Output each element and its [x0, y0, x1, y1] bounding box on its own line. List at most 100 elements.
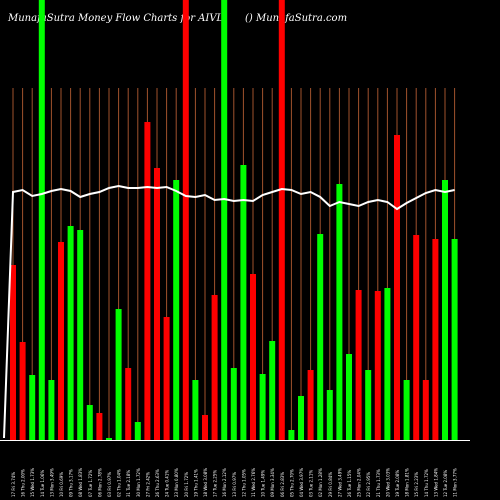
tick-label: 27 Fri 2.42% [145, 472, 150, 497]
tick-label: 26 Tue 1.15% [347, 470, 352, 497]
bar-fri-15-nov-2024 [413, 235, 420, 440]
bar-tue-07-jan-2025 [86, 405, 93, 440]
bar-thu-09-jan-2025 [67, 226, 74, 440]
tick-label: 19 Tue 2.08% [395, 470, 400, 497]
bar-mon-16-dec-2024 [221, 0, 228, 440]
bar-tue-26-nov-2024 [346, 354, 352, 440]
bar-fri-10-jan-2025 [58, 242, 64, 440]
bar-mon-11-nov-2024 [451, 239, 458, 440]
bar-tue-17-dec-2024 [211, 295, 218, 440]
bar-mon-25-nov-2024 [355, 290, 362, 440]
tick-label: 14 Thu 1.72% [424, 469, 429, 497]
bar-wed-20-nov-2024 [384, 288, 391, 440]
tick-label: 16 Mon 2.12% [222, 468, 227, 497]
bar-mon-13-jan-2025 [48, 380, 55, 440]
tick-label: 12 Thu 1.05% [241, 469, 246, 497]
tick-label: 06 Mon 2.78% [97, 468, 102, 497]
tick-label: 04 Wed 3.97% [299, 468, 304, 497]
tick-label: 13 Mon 3.49% [49, 468, 54, 497]
bar-tue-14-jan-2025 [38, 0, 45, 440]
tick-label: 15 Wed 1.73% [30, 468, 35, 497]
bar-thu-05-dec-2024 [288, 430, 295, 440]
bar-wed-15-jan-2025 [29, 375, 36, 440]
tick-label: 27 Wed 3.49% [337, 468, 342, 497]
tick-label: 25 Mon 2.04% [357, 468, 362, 497]
x-axis-tick-labels: 17 Fri 3.74% 16 Thu 2.00% 15 Wed 1.73% 14 T… [11, 468, 458, 497]
bar-tue-24-dec-2024 [163, 317, 170, 440]
bar-thu-14-nov-2024 [422, 380, 429, 440]
tick-label: 16 Thu 2.00% [21, 469, 26, 497]
tick-label: 22 Fri 2.95% [366, 472, 371, 497]
brand-watermark: () MunafaSutra.com [245, 13, 348, 24]
tick-label: 18 Wed 3.08% [203, 468, 208, 497]
bar-fri-13-dec-2024 [230, 368, 237, 440]
bar-mon-18-nov-2024 [403, 380, 410, 440]
tick-label: 14 Tue 1.06% [40, 470, 45, 497]
tick-label: 21 Thu 1.73% [376, 469, 381, 497]
tick-label: 17 Tue 2.25% [213, 470, 218, 497]
tick-label: 07 Tue 1.72% [88, 470, 93, 497]
bar-wed-11-dec-2024 [250, 274, 256, 440]
tick-label: 11 Wed 2.76% [251, 468, 256, 497]
bar-thu-16-jan-2025 [19, 342, 26, 440]
bar-wed-08-jan-2025 [77, 230, 84, 440]
bar-mon-02-dec-2024 [317, 234, 324, 440]
tick-label: 31 Tue 2.18% [126, 470, 131, 497]
bar-fri-29-nov-2024 [326, 390, 333, 440]
tick-label: 17 Fri 3.74% [11, 472, 16, 497]
tick-label: 05 Thu 2.70% [289, 469, 294, 497]
bar-thu-19-dec-2024 [192, 380, 199, 440]
tick-label: 30 Mon 1.72% [136, 468, 141, 497]
bar-mon-23-dec-2024 [173, 180, 180, 440]
tick-label: 03 Tue 2.11% [309, 470, 314, 497]
tick-label: 02 Thu 1.04% [117, 469, 122, 497]
tick-label: 03 Fri 0.97% [107, 472, 112, 497]
chart-title: MunafaSutra Money Flow Charts for AIVL [8, 13, 224, 24]
bar-mon-30-dec-2024 [134, 422, 141, 440]
tick-label: 02 Mon 1.28% [318, 468, 323, 497]
tick-label: 10 Tue 1.49% [261, 470, 266, 497]
bar-thu-21-nov-2024 [374, 291, 381, 440]
tick-label: 20 Wed 3.03% [385, 468, 390, 497]
bar-tue-19-nov-2024 [394, 135, 400, 440]
bar-wed-13-nov-2024 [432, 239, 439, 440]
tick-label: 18 Mon 1.81% [405, 468, 410, 497]
tick-label: 24 Tue 0.41% [165, 470, 170, 497]
bar-fri-22-nov-2024 [365, 370, 372, 440]
bar-thu-12-dec-2024 [240, 165, 247, 440]
tick-label: 12 Tue 2.08% [443, 470, 448, 497]
bar-wed-04-dec-2024 [298, 396, 304, 440]
tick-label: 20 Fri 1.72% [184, 472, 189, 497]
tick-label: 29 Fri 0.84% [328, 472, 333, 497]
tick-label: 09 Mon 3.34% [270, 468, 275, 497]
tick-label: 23 Mon 0.80% [174, 468, 179, 497]
money-flow-line [3, 184, 455, 439]
tick-label: 26 Thu 2.63% [155, 469, 160, 497]
bar-wed-27-nov-2024 [336, 184, 343, 440]
bar-fri-20-dec-2024 [182, 0, 189, 440]
bar-thu-26-dec-2024 [154, 168, 160, 440]
tick-label: 13 Fri 0.97% [232, 472, 237, 497]
bar-fri-06-dec-2024 [278, 0, 285, 440]
bar-tue-31-dec-2024 [125, 368, 132, 440]
bar-mon-09-dec-2024 [269, 341, 276, 440]
tick-label: 15 Fri 2.23% [414, 472, 419, 497]
bar-thu-02-jan-2025 [115, 309, 122, 440]
bar-series [10, 0, 458, 440]
bar-tue-03-dec-2024 [307, 370, 314, 440]
bar-fri-03-jan-2025 [106, 438, 112, 440]
tick-label: 08 Wed 1.83% [78, 468, 83, 497]
bar-tue-10-dec-2024 [259, 374, 266, 440]
tick-label: 09 Thu 3.17% [69, 469, 74, 497]
bar-fri-17-jan-2025 [10, 265, 16, 440]
tick-label: 11 Mon 3.77% [453, 468, 458, 497]
tick-label: 19 Thu 1.41% [193, 469, 198, 497]
tick-label: 06 Fri 2.83% [280, 472, 285, 497]
bar-fri-27-dec-2024 [144, 122, 151, 440]
bar-wed-18-dec-2024 [202, 415, 208, 440]
tick-label: 10 Fri 0.69% [59, 472, 64, 497]
tick-label: 13 Wed 1.84% [433, 468, 438, 497]
bar-tue-12-nov-2024 [442, 180, 448, 440]
bar-mon-06-jan-2025 [96, 413, 103, 440]
